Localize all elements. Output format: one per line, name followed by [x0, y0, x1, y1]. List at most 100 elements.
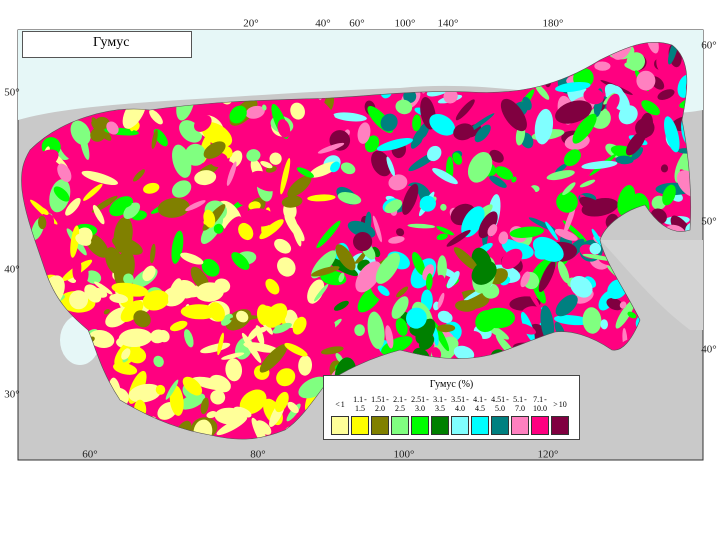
soil-patch — [455, 300, 477, 312]
soil-patch — [255, 420, 272, 435]
soil-patch — [90, 127, 106, 142]
soil-patch — [646, 42, 659, 54]
soil-patch — [446, 271, 460, 289]
pacific-region — [600, 240, 703, 330]
soil-patch — [627, 311, 637, 319]
graticule-label: 50° — [4, 87, 19, 99]
soil-patch — [522, 96, 532, 111]
legend-label: 4.51 - 5.0 — [491, 395, 509, 413]
soil-patch — [495, 166, 514, 180]
legend-class: 3.1 - 3.5 — [430, 394, 450, 435]
soil-patch — [509, 226, 544, 238]
soil-patch — [572, 113, 597, 144]
soil-patch — [677, 148, 691, 154]
soil-patch — [109, 293, 129, 304]
soil-patch — [407, 223, 436, 229]
legend-title: Гумус (%) — [429, 379, 474, 390]
soil-patch — [594, 61, 611, 71]
soil-patch — [200, 215, 224, 244]
soil-patch — [70, 225, 80, 258]
legend-swatch — [391, 416, 409, 435]
soil-patch — [581, 160, 618, 170]
legend-classes: < 1 1.1 - 1.5 1.51 - 2.0 2.1 - 2.5 2.51 - 3.… — [330, 394, 570, 435]
soil-patch — [500, 98, 527, 132]
soil-patch — [664, 116, 680, 153]
soil-patch — [118, 328, 153, 348]
soil-patch — [461, 206, 485, 238]
soil-patch — [443, 89, 458, 104]
legend-class: 4.51 - 5.0 — [490, 394, 510, 435]
soil-patch — [133, 310, 151, 328]
soil-patch — [274, 238, 292, 254]
graticule-label: 120° — [538, 449, 559, 461]
legend-label: 1.51 - 2.0 — [371, 395, 389, 413]
graticule-label: 40° — [701, 344, 716, 356]
soil-patch — [525, 285, 542, 311]
soil-patch — [289, 213, 302, 247]
soil-patch — [377, 285, 390, 296]
soil-patch — [384, 199, 403, 214]
soil-patch — [615, 300, 635, 329]
soil-patch — [353, 231, 373, 252]
soil-patch — [478, 211, 498, 239]
legend-label: 7.1 - 10.0 — [533, 395, 547, 413]
soil-patch — [114, 201, 132, 209]
soil-patch — [296, 167, 314, 178]
soil-patch — [171, 180, 192, 198]
soil-patch — [214, 278, 231, 293]
soil-patch — [474, 124, 491, 143]
soil-patch — [238, 222, 254, 241]
soil-patch — [75, 233, 92, 246]
soil-patch — [636, 178, 652, 192]
soil-patch — [133, 169, 145, 182]
soil-patch — [657, 89, 675, 100]
soil-patch — [532, 236, 564, 262]
soil-patch — [262, 104, 267, 111]
soil-patch — [276, 368, 296, 387]
legend-label: 1.1 - 1.5 — [353, 395, 367, 413]
soil-patch — [153, 355, 164, 368]
soil-patch — [53, 186, 70, 202]
soil-patch — [475, 310, 498, 333]
soil-patch — [126, 346, 147, 364]
soil-patch — [106, 121, 119, 135]
soil-patch — [251, 417, 269, 440]
soil-patch — [260, 305, 275, 315]
soil-patch — [579, 196, 606, 215]
legend-class: 2.1 - 2.5 — [390, 394, 410, 435]
soil-patch — [380, 113, 398, 132]
soil-patch — [432, 168, 458, 185]
soil-patch — [555, 294, 578, 317]
soil-patch — [337, 192, 362, 205]
soil-patch — [436, 324, 456, 333]
soil-patch — [239, 389, 267, 415]
soil-patch — [534, 108, 554, 145]
soil-patch — [520, 271, 530, 288]
soil-patch — [545, 221, 559, 241]
soil-patch — [563, 149, 581, 167]
soil-patch — [615, 155, 634, 165]
soil-patch — [396, 286, 409, 298]
soil-patch — [37, 215, 47, 230]
legend-swatch — [471, 416, 489, 435]
soil-patch — [386, 156, 395, 177]
legend-class: 2.51 - 3.0 — [410, 394, 430, 435]
legend-label: 5.1 - 7.0 — [513, 395, 527, 413]
soil-patch — [83, 183, 103, 201]
legend-swatch — [531, 416, 549, 435]
soil-patch — [591, 228, 602, 246]
soil-patch — [619, 301, 627, 309]
soil-patch — [169, 320, 188, 332]
soil-patch — [260, 160, 273, 169]
soil-patch — [338, 272, 345, 283]
soil-patch — [406, 307, 427, 329]
soil-patch — [277, 119, 291, 138]
soil-patch — [206, 411, 217, 419]
soil-patch — [429, 274, 445, 291]
soil-patch — [579, 179, 596, 188]
soil-patch — [265, 278, 280, 295]
soil-patch — [388, 236, 405, 244]
soil-patch — [105, 247, 124, 275]
